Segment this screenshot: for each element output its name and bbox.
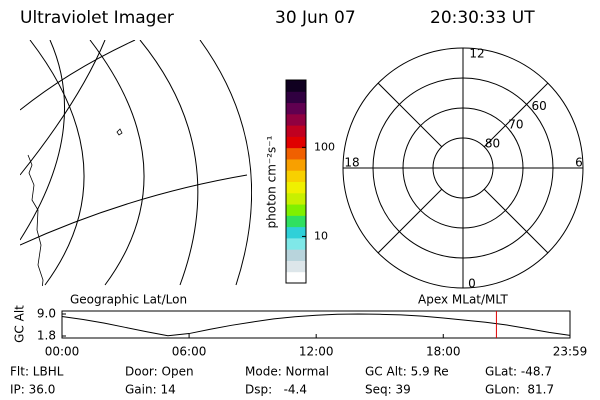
colorbar-tick-label: 10 (314, 229, 328, 242)
y-tick-label: 1.8 (37, 329, 56, 343)
status-field: Gain: 14 (125, 383, 176, 397)
colorbar-frame (285, 79, 307, 284)
status-field: Dsp: -4.4 (245, 383, 307, 397)
map-grid (20, 40, 252, 286)
polar-label: Apex MLat/MLT (418, 293, 508, 307)
colorbar-swatch (286, 181, 306, 194)
status-field: IP: 36.0 (10, 383, 55, 397)
colorbar-swatch (286, 170, 306, 182)
x-tick-label: 06:00 (172, 345, 207, 359)
lat-label: 70 (508, 118, 523, 132)
colorbar-swatch (286, 249, 306, 261)
colorbar: 10 100 (285, 79, 335, 284)
status-field: GLat: -48.7 (485, 365, 552, 379)
polar-grid (343, 48, 583, 288)
x-tick-label: 12:00 (299, 345, 334, 359)
x-tick-label: 00:00 (45, 345, 80, 359)
polar-ring (342, 47, 584, 289)
colorbar-swatch (286, 237, 306, 250)
polar-ring (432, 137, 494, 199)
colorbar-swatch (286, 91, 306, 104)
lat-label: 80 (485, 137, 500, 151)
colorbar-tick-label: 100 (314, 140, 335, 153)
status-field: GLon: 81.7 (485, 383, 554, 397)
mlt-label: 6 (575, 156, 583, 170)
status: Flt: LBHL Door: Open Mode: Normal GC Alt: 5… (10, 365, 554, 397)
colorbar-swatch (286, 226, 306, 239)
y-axis-label: GC Alt (13, 305, 27, 343)
colorbar-label: photon cm⁻²s⁻¹ (265, 135, 279, 228)
colorbar-swatch (286, 192, 306, 205)
colorbar-swatch (286, 136, 306, 149)
colorbar-swatch (286, 158, 306, 171)
colorbar-swatch (286, 125, 306, 137)
x-tick-label: 18:00 (426, 345, 461, 359)
time: 20:30:33 UT (430, 8, 535, 28)
status-field: Flt: LBHL (10, 365, 64, 379)
colorbar-swatch (286, 113, 306, 126)
x-tick-label: 23:59 (553, 345, 588, 359)
colorbar-swatch (286, 80, 306, 92)
lat-label: 60 (532, 99, 547, 113)
polar-ring (402, 107, 524, 229)
colorbar-swatch (286, 260, 306, 273)
status-field: Door: Open (125, 365, 194, 379)
colorbar-swatch (286, 271, 306, 284)
polar-ring (372, 77, 554, 259)
left-panel-label: Geographic Lat/Lon (70, 293, 187, 307)
status-field: Seq: 39 (365, 383, 411, 397)
mlt-label: 0 (468, 277, 476, 291)
y-tick-label: 9.0 (37, 307, 56, 321)
status-field: GC Alt: 5.9 Re (365, 365, 449, 379)
title: Ultraviolet Imager (20, 8, 174, 28)
mlt-label: 12 (469, 47, 484, 61)
colorbar-swatch (286, 215, 306, 228)
mlt-label: 18 (344, 156, 359, 170)
status-field: Mode: Normal (245, 365, 329, 379)
altitude-line (61, 313, 571, 337)
colorbar-swatch (286, 147, 306, 160)
colorbar-swatch (286, 204, 306, 216)
date: 30 Jun 07 (275, 8, 356, 28)
colorbar-swatch (286, 102, 306, 115)
altitude-plot: 1.8 9.0 00:00 06:00 12:00 18:00 23:59 (37, 307, 587, 359)
